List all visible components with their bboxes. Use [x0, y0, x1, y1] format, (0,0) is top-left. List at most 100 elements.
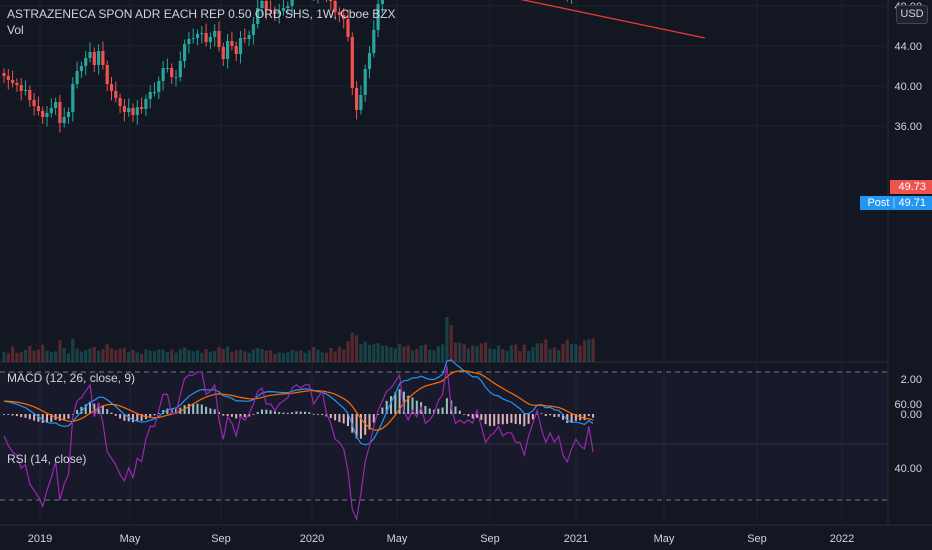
candle-body [243, 38, 247, 39]
candle-body [170, 68, 174, 77]
candle-body [75, 71, 79, 84]
macd-histogram-bar [458, 410, 461, 414]
time-tick-label: 2019 [28, 533, 52, 545]
rsi-tick-label: 40.00 [894, 463, 922, 475]
volume-bar [535, 343, 539, 362]
volume-bar [66, 353, 71, 362]
macd-histogram-bar [372, 414, 375, 423]
rsi-label[interactable]: RSI (14, close) [7, 452, 87, 466]
volume-bar [449, 324, 453, 362]
volume-bar [221, 348, 225, 362]
macd-histogram-bar [471, 414, 474, 419]
macd-histogram-bar [20, 414, 23, 418]
volume-bar [92, 346, 96, 362]
macd-label[interactable]: MACD (12, 26, close, 9) [7, 371, 136, 385]
macd-histogram-bar [101, 405, 104, 414]
volume-bar [488, 348, 492, 362]
volume-bar [333, 351, 337, 362]
volume-bar [135, 352, 139, 362]
volume-bar [58, 340, 62, 362]
candle-body [11, 80, 15, 83]
volume-bar [238, 349, 243, 362]
macd-histogram-bar [235, 414, 238, 419]
volume-bar [385, 345, 389, 362]
volume-bar [492, 349, 496, 362]
macd-histogram-bar [304, 411, 306, 414]
volume-bar [45, 350, 49, 362]
time-tick-label: Sep [747, 533, 767, 545]
candle-body [260, 1, 264, 8]
macd-histogram-bar [110, 412, 113, 414]
macd-histogram-bar [493, 414, 496, 426]
volume-bar [152, 351, 157, 362]
macd-histogram-bar [540, 413, 543, 415]
macd-histogram-bar [574, 414, 577, 421]
volume-bar [36, 349, 40, 362]
candle-body [36, 106, 40, 111]
macd-histogram-bar [523, 414, 526, 427]
volume-bar [518, 351, 522, 362]
macd-histogram-bar [441, 407, 444, 414]
price-tick-label: 36.00 [894, 121, 922, 133]
volume-bar [84, 349, 88, 362]
volume-bar [565, 339, 569, 362]
macd-histogram-bar [166, 408, 169, 414]
volume-bar [230, 352, 234, 362]
macd-histogram-bar [196, 403, 199, 414]
volume-bar [178, 349, 182, 362]
macd-histogram-bar [338, 414, 341, 423]
volume-bar [273, 353, 277, 362]
volume-bar [342, 349, 346, 362]
candle-body [346, 19, 350, 37]
post-price-tag: Post | 49.71 [860, 196, 932, 210]
candle-body [264, 1, 268, 10]
candle-body [23, 90, 28, 91]
trendline [520, 0, 706, 39]
volume-bar [376, 343, 380, 362]
volume-bar [548, 349, 552, 362]
macd-histogram-bar [321, 414, 324, 416]
volume-bar [363, 341, 367, 362]
volume-bar [6, 353, 10, 362]
post-separator: | [892, 197, 896, 209]
macd-histogram-bar [123, 414, 126, 421]
macd-histogram-bar [519, 414, 521, 425]
symbol-title[interactable]: ASTRAZENECA SPON ADR EACH REP 0.50 ORD S… [7, 7, 396, 21]
volume-bar [101, 349, 105, 362]
macd-histogram-bar [411, 397, 414, 414]
candle-body [247, 35, 251, 39]
macd-histogram-bar [33, 414, 36, 421]
currency-button[interactable]: USD [896, 5, 928, 24]
macd-histogram-bar [342, 414, 345, 424]
macd-histogram-bar [269, 410, 272, 414]
volume-label: Vol [7, 23, 24, 37]
candle-body [92, 52, 96, 65]
macd-histogram-bar [570, 414, 573, 423]
macd-histogram-bar [76, 409, 79, 414]
volume-bar [19, 352, 23, 362]
macd-histogram-bar [488, 414, 491, 426]
candle-body [286, 6, 290, 8]
volume-bar [15, 352, 19, 362]
volume-bar [299, 350, 303, 362]
volume-bar [441, 344, 445, 362]
candle-body [367, 53, 372, 69]
volume-bar [522, 344, 526, 362]
volume-bar [561, 343, 565, 362]
macd-histogram-bar [437, 408, 440, 414]
candle-body [49, 108, 53, 113]
macd-histogram-bar [28, 414, 31, 420]
volume-bar [281, 353, 286, 362]
volume-bar [410, 350, 415, 362]
macd-histogram-bar [398, 389, 401, 414]
volume-bar [23, 349, 28, 362]
candle-body [118, 98, 122, 106]
candle-body [380, 0, 384, 4]
candle-body [157, 81, 161, 92]
macd-histogram-bar [377, 414, 380, 415]
macd-histogram-bar [329, 414, 332, 419]
macd-histogram-bar [536, 413, 539, 415]
macd-histogram-bar [41, 414, 44, 423]
macd-histogram-bar [347, 414, 349, 427]
